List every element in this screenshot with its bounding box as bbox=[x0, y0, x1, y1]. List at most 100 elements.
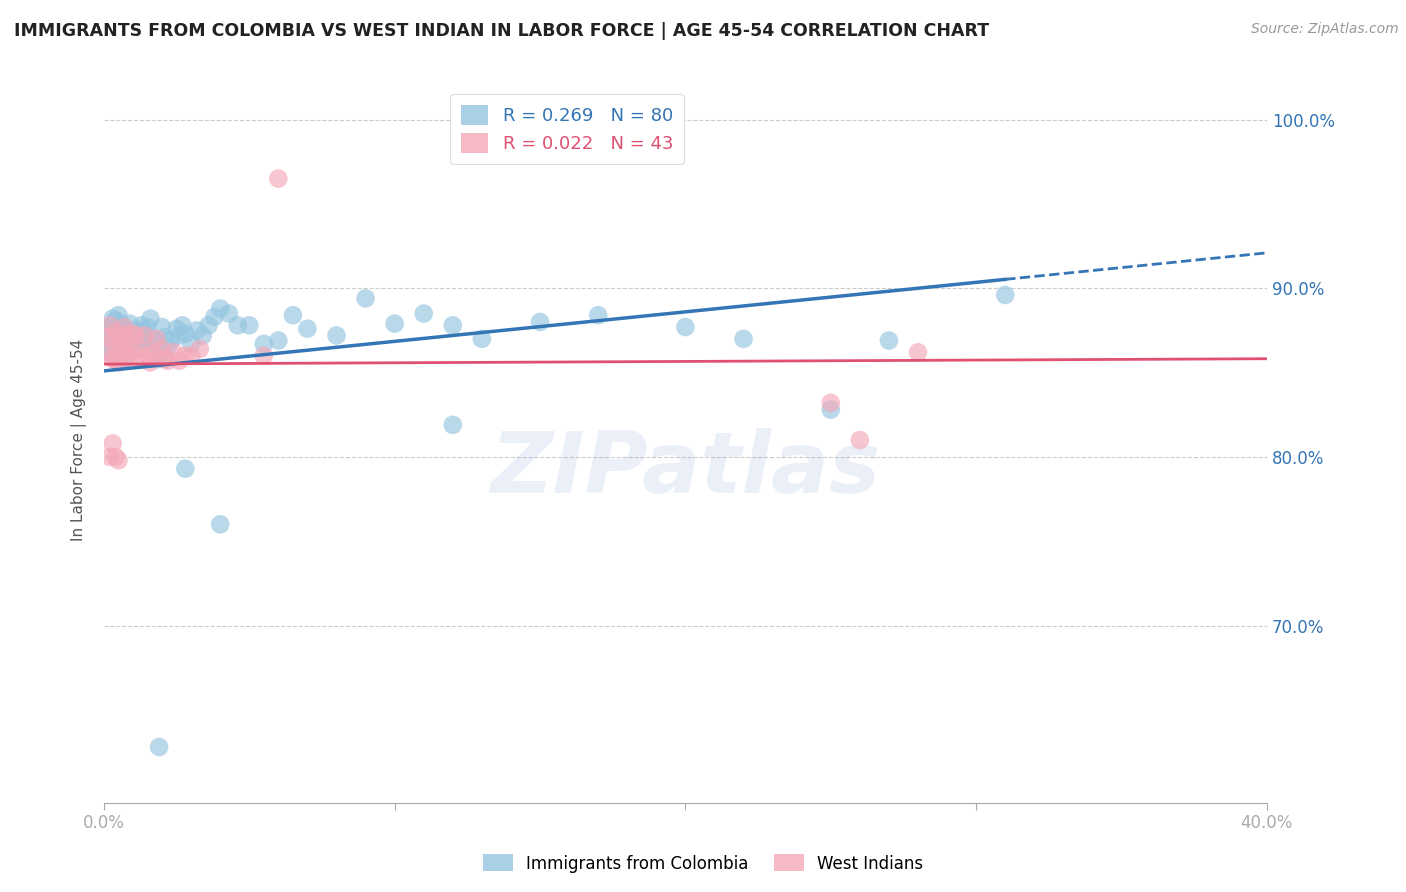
Point bbox=[122, 335, 145, 350]
Point bbox=[115, 328, 138, 343]
Point bbox=[115, 328, 138, 343]
Point bbox=[412, 306, 434, 320]
Point bbox=[98, 450, 121, 464]
Point bbox=[586, 308, 609, 322]
Point bbox=[125, 328, 148, 343]
Point bbox=[101, 352, 124, 367]
Point bbox=[529, 315, 551, 329]
Text: ZIPatlas: ZIPatlas bbox=[491, 427, 880, 510]
Point bbox=[169, 353, 191, 368]
Point bbox=[112, 320, 135, 334]
Point bbox=[120, 338, 142, 352]
Point bbox=[153, 330, 176, 344]
Point bbox=[98, 345, 121, 359]
Point bbox=[218, 306, 240, 320]
Point bbox=[180, 337, 202, 351]
Point bbox=[191, 328, 214, 343]
Point bbox=[145, 342, 167, 356]
Point bbox=[188, 342, 211, 356]
Point bbox=[163, 345, 186, 359]
Point bbox=[209, 517, 232, 532]
Point bbox=[122, 326, 145, 341]
Point bbox=[174, 349, 197, 363]
Point bbox=[128, 342, 150, 356]
Point bbox=[104, 325, 127, 339]
Point bbox=[159, 334, 181, 348]
Point bbox=[820, 402, 842, 417]
Point bbox=[142, 334, 165, 348]
Y-axis label: In Labor Force | Age 45-54: In Labor Force | Age 45-54 bbox=[72, 339, 87, 541]
Point bbox=[107, 453, 129, 467]
Point bbox=[849, 433, 872, 447]
Point bbox=[107, 345, 129, 359]
Point bbox=[131, 318, 153, 333]
Point bbox=[150, 342, 173, 356]
Point bbox=[98, 318, 121, 333]
Point bbox=[134, 328, 156, 343]
Point bbox=[733, 332, 755, 346]
Point bbox=[104, 326, 127, 341]
Point bbox=[197, 318, 219, 333]
Point bbox=[209, 301, 232, 316]
Point bbox=[98, 320, 121, 334]
Point bbox=[169, 328, 191, 343]
Point bbox=[110, 317, 132, 331]
Point bbox=[98, 332, 121, 346]
Point bbox=[110, 328, 132, 343]
Legend: Immigrants from Colombia, West Indians: Immigrants from Colombia, West Indians bbox=[477, 847, 929, 880]
Point bbox=[101, 311, 124, 326]
Point bbox=[107, 335, 129, 350]
Point bbox=[115, 349, 138, 363]
Point bbox=[153, 352, 176, 367]
Point bbox=[128, 323, 150, 337]
Point bbox=[136, 320, 159, 334]
Point bbox=[101, 335, 124, 350]
Point bbox=[139, 355, 162, 369]
Point bbox=[104, 352, 127, 367]
Point bbox=[354, 291, 377, 305]
Point bbox=[145, 332, 167, 346]
Point bbox=[186, 323, 208, 337]
Point bbox=[112, 334, 135, 348]
Point bbox=[112, 352, 135, 367]
Point bbox=[134, 325, 156, 339]
Point bbox=[104, 450, 127, 464]
Point bbox=[104, 313, 127, 327]
Point bbox=[471, 332, 494, 346]
Point bbox=[281, 308, 304, 322]
Point bbox=[96, 340, 118, 354]
Point bbox=[673, 320, 696, 334]
Point bbox=[267, 334, 290, 348]
Point bbox=[125, 325, 148, 339]
Point bbox=[93, 330, 115, 344]
Point bbox=[148, 352, 170, 367]
Point bbox=[238, 318, 260, 333]
Legend: R = 0.269   N = 80, R = 0.022   N = 43: R = 0.269 N = 80, R = 0.022 N = 43 bbox=[450, 94, 683, 164]
Point bbox=[297, 322, 319, 336]
Point bbox=[174, 461, 197, 475]
Point bbox=[150, 320, 173, 334]
Point bbox=[131, 330, 153, 344]
Point bbox=[148, 739, 170, 754]
Point bbox=[202, 310, 225, 324]
Point bbox=[96, 330, 118, 344]
Point bbox=[107, 332, 129, 346]
Point bbox=[136, 332, 159, 346]
Point bbox=[110, 328, 132, 343]
Text: IMMIGRANTS FROM COLOMBIA VS WEST INDIAN IN LABOR FORCE | AGE 45-54 CORRELATION C: IMMIGRANTS FROM COLOMBIA VS WEST INDIAN … bbox=[14, 22, 990, 40]
Point bbox=[441, 417, 464, 432]
Point bbox=[136, 349, 159, 363]
Point bbox=[226, 318, 249, 333]
Point bbox=[101, 335, 124, 350]
Text: Source: ZipAtlas.com: Source: ZipAtlas.com bbox=[1251, 22, 1399, 37]
Point bbox=[877, 334, 900, 348]
Point bbox=[166, 322, 188, 336]
Point bbox=[112, 342, 135, 356]
Point bbox=[142, 345, 165, 359]
Point bbox=[98, 349, 121, 363]
Point bbox=[156, 353, 179, 368]
Point bbox=[139, 311, 162, 326]
Point bbox=[107, 308, 129, 322]
Point bbox=[120, 317, 142, 331]
Point bbox=[112, 322, 135, 336]
